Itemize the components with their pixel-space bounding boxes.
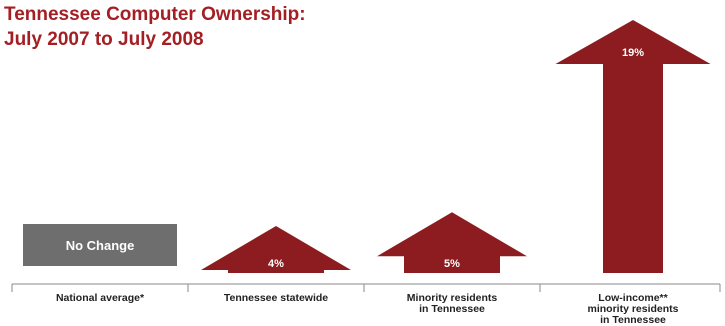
category-label: National average* xyxy=(56,292,145,304)
category-label: in Tennessee xyxy=(600,314,666,326)
category-label: Minority residents xyxy=(407,292,498,304)
data-label: 4% xyxy=(268,258,284,270)
chart-title-line-1: Tennessee Computer Ownership: xyxy=(4,4,306,25)
category-label: Low-income** xyxy=(598,292,668,304)
data-label: 5% xyxy=(444,258,460,270)
data-arrow xyxy=(555,20,711,273)
chart-title: Tennessee Computer Ownership: July 2007 … xyxy=(4,2,306,52)
data-arrow xyxy=(201,226,351,273)
data-label: 19% xyxy=(622,47,644,59)
category-label: minority residents xyxy=(587,303,678,315)
category-label: Tennessee statewide xyxy=(224,292,328,304)
data-box-national-average xyxy=(23,224,177,266)
data-label: No Change xyxy=(66,238,135,253)
category-label: in Tennessee xyxy=(419,303,485,315)
data-arrow xyxy=(377,212,527,273)
chart-title-line-2: July 2007 to July 2008 xyxy=(4,29,204,50)
